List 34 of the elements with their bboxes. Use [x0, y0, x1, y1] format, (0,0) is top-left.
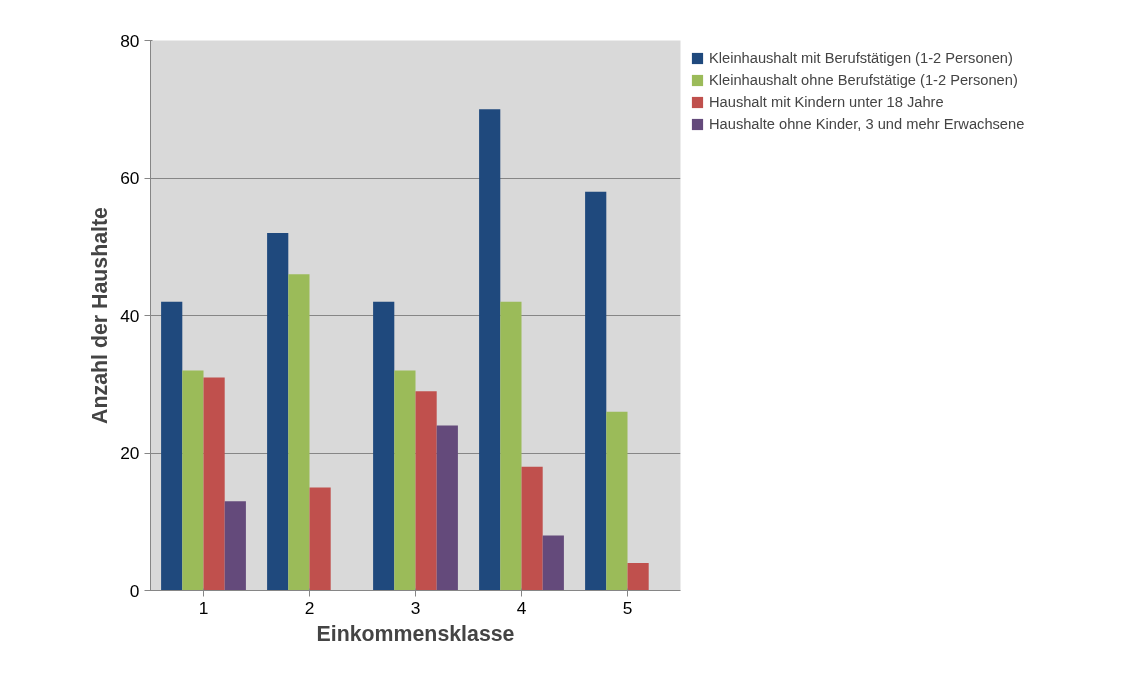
bar	[267, 233, 289, 591]
x-tick-label: 1	[198, 597, 209, 618]
x-axis-title: Einkommensklasse	[316, 621, 515, 646]
bar	[288, 274, 310, 591]
bar	[373, 301, 395, 591]
bar	[224, 501, 246, 591]
bar	[542, 535, 564, 591]
y-axis-title: Anzahl der Haushalte	[88, 206, 113, 424]
x-tick-label: 4	[516, 597, 527, 618]
bar	[500, 301, 522, 591]
legend-label: Kleinhaushalt mit Berufstätigen (1-2 Personen)	[709, 50, 1013, 66]
legend-label: Haushalte ohne Kinder, 3 und mehr Erwachsene	[709, 116, 1025, 132]
x-tick-label: 3	[410, 597, 421, 618]
bar	[394, 370, 416, 591]
y-tick-label: 0	[129, 580, 140, 601]
bar	[182, 370, 204, 591]
y-tick-label: 40	[120, 305, 140, 326]
y-tick-label: 80	[120, 30, 140, 51]
bar	[309, 487, 331, 591]
bar	[415, 391, 437, 591]
legend-label: Kleinhaushalt ohne Berufstätige (1-2 Personen)	[709, 72, 1018, 88]
x-tick-label: 5	[622, 597, 633, 618]
bar	[627, 563, 649, 591]
bar	[521, 466, 543, 591]
legend-label: Haushalt mit Kindern unter 18 Jahre	[709, 94, 944, 110]
bar	[606, 411, 628, 591]
y-tick-label: 20	[120, 443, 140, 463]
bar	[203, 377, 225, 591]
y-tick-label: 60	[120, 168, 140, 188]
bar	[436, 425, 458, 591]
bar	[585, 191, 607, 591]
bar	[161, 301, 183, 591]
x-tick-label: 2	[304, 597, 315, 618]
bar	[479, 109, 501, 591]
